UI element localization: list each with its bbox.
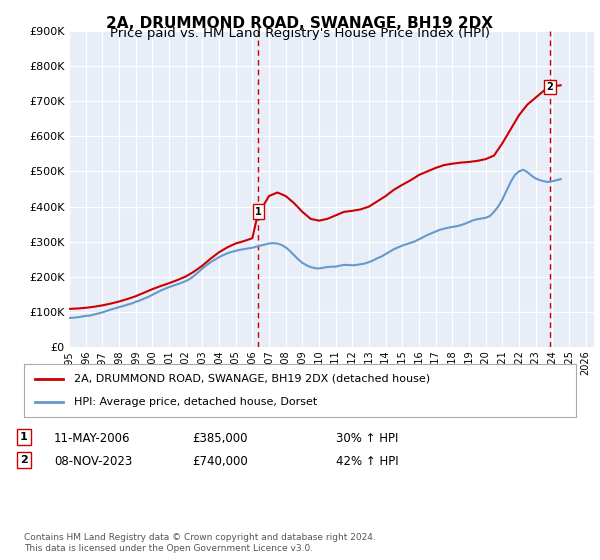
Text: 11-MAY-2006: 11-MAY-2006 <box>54 432 131 445</box>
Text: £385,000: £385,000 <box>192 432 248 445</box>
Text: 30% ↑ HPI: 30% ↑ HPI <box>336 432 398 445</box>
Text: 1: 1 <box>255 207 262 217</box>
Text: 42% ↑ HPI: 42% ↑ HPI <box>336 455 398 468</box>
Text: Contains HM Land Registry data © Crown copyright and database right 2024.
This d: Contains HM Land Registry data © Crown c… <box>24 533 376 553</box>
Text: £740,000: £740,000 <box>192 455 248 468</box>
Text: 1: 1 <box>20 432 28 442</box>
Text: 2A, DRUMMOND ROAD, SWANAGE, BH19 2DX: 2A, DRUMMOND ROAD, SWANAGE, BH19 2DX <box>107 16 493 31</box>
Text: 2: 2 <box>547 82 553 92</box>
Text: Price paid vs. HM Land Registry's House Price Index (HPI): Price paid vs. HM Land Registry's House … <box>110 27 490 40</box>
Text: 2: 2 <box>20 455 28 465</box>
Text: 2A, DRUMMOND ROAD, SWANAGE, BH19 2DX (detached house): 2A, DRUMMOND ROAD, SWANAGE, BH19 2DX (de… <box>74 374 430 384</box>
Text: 08-NOV-2023: 08-NOV-2023 <box>54 455 132 468</box>
Text: HPI: Average price, detached house, Dorset: HPI: Average price, detached house, Dors… <box>74 397 317 407</box>
